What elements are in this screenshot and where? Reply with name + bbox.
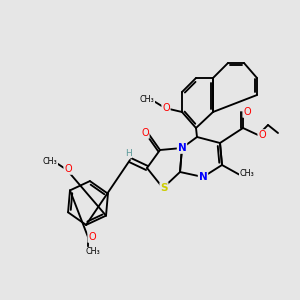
Text: O: O	[88, 232, 96, 242]
Text: O: O	[64, 164, 72, 174]
Text: N: N	[178, 143, 186, 153]
Text: O: O	[141, 128, 149, 138]
Text: CH₃: CH₃	[43, 157, 57, 166]
Text: CH₃: CH₃	[85, 248, 100, 256]
Text: O: O	[243, 107, 251, 117]
Text: S: S	[160, 183, 168, 193]
Text: CH₃: CH₃	[140, 94, 154, 103]
Text: H: H	[124, 148, 131, 158]
Text: N: N	[199, 172, 207, 182]
Text: O: O	[162, 103, 170, 113]
Text: O: O	[258, 130, 266, 140]
Text: CH₃: CH₃	[240, 169, 254, 178]
